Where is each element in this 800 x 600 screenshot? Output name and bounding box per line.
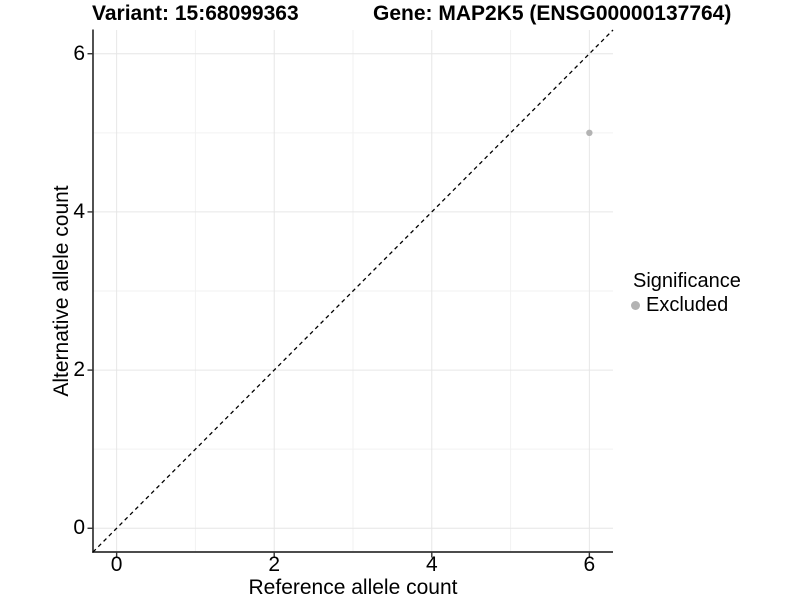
x-tick-label: 0 xyxy=(110,553,123,576)
x-tick-label: 4 xyxy=(425,553,438,576)
legend-title: Significance xyxy=(633,270,741,292)
identity-line xyxy=(92,29,614,553)
y-tick-label: 4 xyxy=(73,199,85,223)
data-point xyxy=(586,129,593,137)
x-tick-label: 6 xyxy=(583,553,596,576)
variant-title: Variant: 15:68099363 xyxy=(92,2,299,25)
legend-marker-icon xyxy=(631,301,640,310)
x-tick-label: 2 xyxy=(268,553,281,576)
legend: Significance Excluded xyxy=(631,270,741,317)
y-tick-label: 0 xyxy=(73,516,85,540)
legend-item: Excluded xyxy=(631,294,741,317)
legend-item-label: Excluded xyxy=(646,294,729,316)
y-tick-label: 2 xyxy=(73,358,85,382)
y-axis-label: Alternative allele count xyxy=(50,185,73,397)
y-tick-label: 6 xyxy=(73,41,85,65)
gene-title: Gene: MAP2K5 (ENSG00000137764) xyxy=(373,2,732,25)
x-axis-label: Reference allele count xyxy=(248,576,458,599)
